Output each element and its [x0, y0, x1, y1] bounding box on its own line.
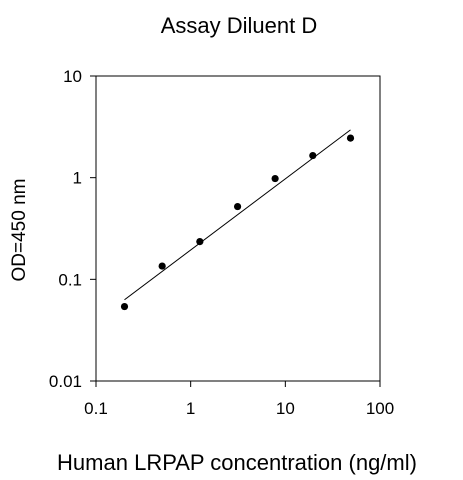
- y-tick-label: 1: [73, 169, 82, 188]
- y-tick-label: 0.01: [49, 372, 82, 391]
- data-point: [346, 134, 355, 142]
- data-point: [196, 238, 204, 246]
- data-points: [120, 134, 355, 311]
- x-tick-label: 100: [366, 399, 394, 418]
- data-point: [120, 302, 129, 311]
- data-point: [233, 202, 242, 211]
- data-point: [309, 151, 317, 160]
- x-tick-label: 10: [276, 399, 295, 418]
- y-tick-label: 10: [63, 67, 82, 86]
- chart-title: Assay Diluent D: [161, 13, 318, 38]
- x-axis-label: Human LRPAP concentration (ng/ml): [57, 450, 417, 475]
- x-tick-label: 0.1: [84, 399, 108, 418]
- fit-line: [124, 129, 351, 301]
- x-tick-label: 1: [186, 399, 195, 418]
- x-axis: 0.1 1 10 100: [84, 381, 394, 418]
- y-axis-label: OD=450 nm: [9, 179, 30, 282]
- data-point: [158, 262, 166, 270]
- y-axis: 0.01 0.1 1 10: [49, 67, 96, 391]
- data-point: [271, 174, 279, 183]
- plot-area: [95, 75, 381, 382]
- y-tick-label: 0.1: [58, 270, 82, 289]
